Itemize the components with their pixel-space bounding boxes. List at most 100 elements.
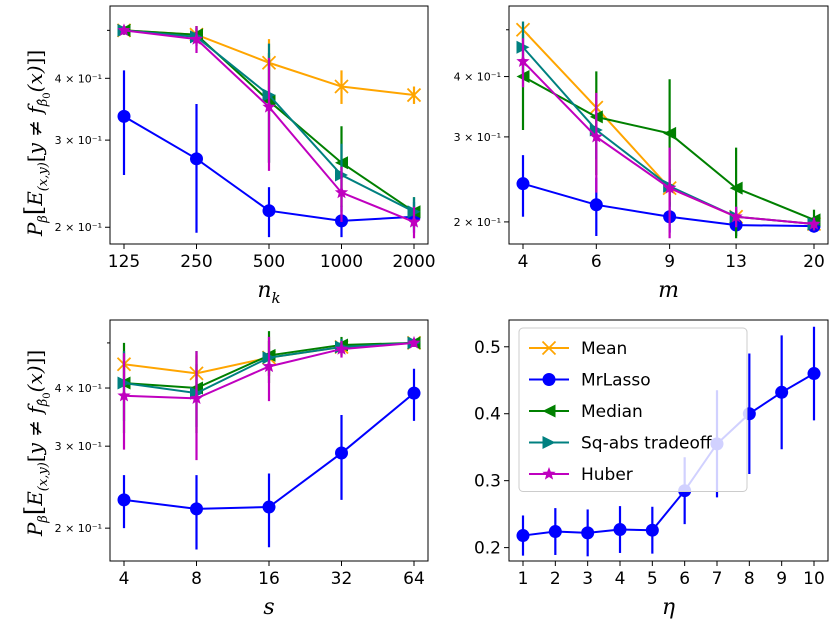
x-tick-label: 4: [119, 569, 130, 589]
data-point: [407, 335, 421, 349]
legend-label: Sq-abs tradeoff: [581, 434, 713, 454]
data-point-b: [334, 79, 349, 94]
legend-entry-huber: Huber: [529, 465, 633, 485]
series-huber: [516, 38, 821, 239]
y-tick-label: 3 × 10⁻¹: [55, 440, 102, 453]
ylabel-e: E: [23, 491, 47, 507]
data-point: [807, 217, 821, 230]
data-point: [189, 391, 204, 405]
data-point-b: [406, 87, 422, 103]
ylabel-x-arg: (x): [23, 65, 47, 92]
x-tick-label: 7: [712, 569, 723, 589]
series-sq-abs-tradeoff: [516, 21, 821, 231]
data-point: [334, 79, 349, 94]
x-tick-label: 1: [518, 569, 529, 589]
data-point: [190, 152, 203, 166]
ylabel-e-sub: (x,y): [36, 462, 51, 491]
data-point: [117, 493, 131, 507]
x-axis-label-main: s: [263, 595, 274, 620]
x-tick-label: 4: [615, 569, 626, 589]
axes-frame: [508, 319, 829, 562]
y-tick-label: 4 × 10⁻¹: [55, 72, 102, 85]
x-tick-label: 2: [550, 569, 561, 589]
panel-m: 4 6 9 13 20 2 × 10⁻¹ 3 × 10⁻¹ 4 × 10⁻¹ m: [454, 5, 829, 303]
legend-entry-mrlasso: MrLasso: [529, 371, 651, 391]
y-tick-label: 0.5: [474, 338, 501, 358]
x-axis-label-main: m: [658, 278, 679, 303]
data-point: [516, 177, 530, 191]
x-tick-label: 250: [180, 252, 212, 272]
ylabel-p-sub: β: [36, 515, 51, 524]
legend-marker: [542, 467, 556, 480]
legend: Mean MrLasso Median Sq-abs tradeoff Huber: [518, 327, 748, 492]
x-tick-label: 5: [647, 569, 658, 589]
data-point: [335, 446, 348, 460]
ylabel-bottom: Pβ[E(x,y)[y ≠ fβ̂0(x)]]: [20, 350, 53, 537]
ylabel-y-neq: y ≠ f: [23, 103, 47, 156]
x-axis-label: m: [658, 278, 679, 303]
x-tick-label: 13: [725, 252, 747, 272]
series-huber: [117, 335, 421, 461]
ylabel-p-sub: β: [36, 215, 51, 224]
data-point: [262, 204, 276, 218]
ylabel-top: Pβ[E(x,y)[y ≠ fβ̂0(x)]]: [20, 50, 53, 237]
panel-nk: 125 250 500 1000 2000 2 × 10⁻¹ 3 × 10⁻¹ 4 × 10⁻…: [55, 5, 436, 307]
x-tick-label: 16: [258, 569, 280, 589]
x-tick-label: 1000: [320, 252, 363, 272]
data-point: [729, 209, 743, 223]
data-point: [516, 54, 530, 68]
ylabel-p: P: [23, 222, 47, 237]
ylabel-bracket: [: [20, 206, 48, 215]
x-axis-label: s: [263, 595, 274, 620]
legend-marker-b: [541, 340, 557, 356]
data-point: [645, 523, 659, 537]
legend-label: MrLasso: [581, 371, 651, 391]
x-tick-label: 6: [591, 252, 602, 272]
x-tick-label: 125: [108, 252, 140, 272]
x-tick-label: 6: [679, 569, 690, 589]
x-axis-label: η: [662, 595, 675, 620]
legend-label: Mean: [581, 339, 627, 359]
series-line: [522, 60, 815, 226]
x-axis-label: nk: [257, 278, 280, 307]
data-point: [190, 502, 203, 516]
panel-eta: 1 2 3 4 5 6 7 8 9 10 0.2 0.3 0.4 0.5 η Mean MrLasso Media…: [474, 319, 829, 620]
y-tick-label: 3 × 10⁻¹: [55, 134, 102, 147]
series-mean: [515, 21, 822, 232]
data-point: [516, 529, 530, 543]
data-point: [729, 181, 743, 195]
x-tick-label: 8: [191, 569, 202, 589]
x-tick-label: 32: [331, 569, 353, 589]
x-axis-label-main: η: [662, 595, 675, 620]
y-tick-label: 4 × 10⁻¹: [55, 382, 102, 395]
legend-box: [518, 327, 748, 492]
x-tick-label: 64: [403, 569, 425, 589]
data-point: [581, 526, 595, 540]
data-point: [117, 23, 131, 37]
y-tick-label: 2 × 10⁻¹: [55, 522, 102, 535]
ylabel-p: P: [23, 522, 47, 537]
x-tick-label: 2000: [392, 252, 435, 272]
ylabel-f-subsub: 0: [42, 92, 53, 98]
legend-marker: [541, 340, 557, 356]
data-point: [117, 109, 131, 123]
ylabel-bracket-2: [: [23, 454, 47, 462]
data-point: [407, 214, 421, 228]
series-line: [522, 372, 815, 537]
x-tick-label: 4: [518, 252, 529, 272]
x-axis-label-main: n: [257, 278, 271, 303]
y-tick-label: 0.4: [474, 405, 501, 425]
data-point: [334, 185, 349, 199]
legend-entry-mean: Mean: [529, 339, 627, 359]
data-point: [407, 386, 421, 400]
svg-text:Pβ[E(x,y)[y ≠ fβ̂0(x)]]: Pβ[E(x,y)[y ≠ fβ̂0(x)]]: [20, 50, 53, 237]
ylabel-f-sub: β̂: [36, 399, 51, 408]
ylabel-close: ]]: [23, 350, 47, 366]
data-point: [262, 500, 276, 514]
data-point: [548, 525, 562, 539]
legend-label: Median: [581, 402, 643, 422]
y-tick-label: 0.3: [474, 472, 501, 492]
legend-label: Huber: [581, 465, 633, 485]
ylabel-bracket: [: [20, 506, 48, 515]
ylabel-x-arg: (x): [23, 365, 47, 392]
